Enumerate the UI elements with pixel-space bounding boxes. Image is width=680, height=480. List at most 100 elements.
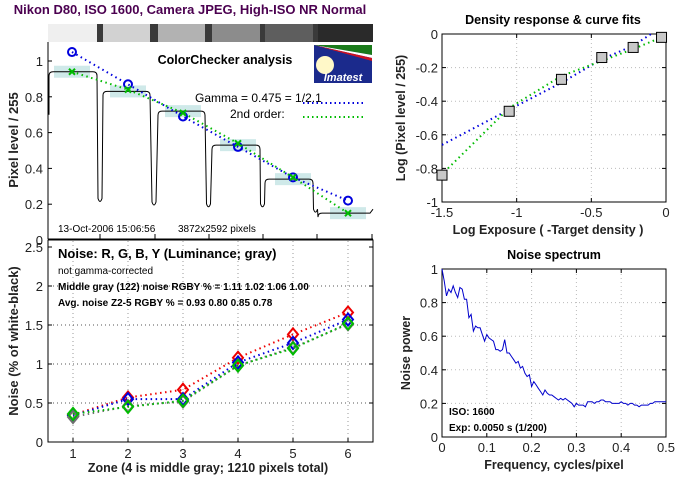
data-point-square — [596, 52, 608, 64]
y-tick-label: 1 — [431, 262, 438, 277]
noise-point-G — [66, 406, 80, 422]
ticks: 0 0.2 0.4 0.6 0.8 1 0 0.1 0.2 0.3 0.4 0.5 — [420, 262, 675, 455]
data-point-x — [344, 209, 352, 217]
x-tick-label: -1 — [511, 205, 523, 220]
x-tick-label: -1.5 — [431, 205, 453, 220]
y-tick-label: 0 — [36, 435, 43, 450]
x-tick-label: 2 — [124, 446, 131, 461]
patch-highlights — [54, 65, 366, 220]
chart-title: ColorChecker analysis — [158, 53, 293, 67]
x-tick-label: 4 — [234, 446, 241, 461]
y-axis-label: Noise power — [399, 316, 413, 390]
y-tick-label: 0.2 — [420, 396, 438, 411]
pixel-trace — [48, 71, 374, 218]
data-point-square — [555, 73, 567, 85]
x-tick-label: -0.5 — [580, 205, 602, 220]
y-axis-label: Noise (% of white-black) — [6, 266, 21, 416]
logo-circle — [316, 56, 334, 74]
middle-gray-annotation: Middle gray (122) noise RGBY % = 1.11 1.… — [58, 282, 309, 293]
noise-point-G — [121, 399, 135, 415]
data-point-square — [503, 105, 515, 117]
grid — [443, 270, 665, 436]
y-tick-label: 0.6 — [420, 329, 438, 344]
chart-title: Density response & curve fits — [465, 13, 641, 27]
gray-patch — [318, 24, 373, 42]
gray-patch — [265, 24, 313, 42]
y-tick-label: 0.8 — [25, 90, 43, 105]
chart-title: Noise: R, G, B, Y (Luminance; gray) — [58, 246, 276, 261]
ticks: 0 0.5 1 1.5 2 2.5 1 2 3 4 5 6 — [25, 240, 373, 461]
chart-title: Noise spectrum — [507, 248, 601, 262]
y-tick-label: 0 — [36, 233, 43, 248]
noise-point-G — [286, 340, 300, 356]
data-point-square — [656, 31, 668, 43]
y-tick-label: -1 — [426, 195, 438, 210]
noise-line-R — [72, 311, 349, 416]
x-tick-label: 0.5 — [657, 440, 675, 455]
y-tick-label: 0.2 — [25, 197, 43, 212]
gray-patch — [158, 24, 205, 42]
data-point-square — [436, 169, 448, 181]
x-tick-label: 0.2 — [523, 440, 541, 455]
logo-text: Imatest — [324, 72, 364, 84]
gray-patch — [212, 24, 260, 42]
series-group — [66, 304, 355, 425]
y-tick-label: 1 — [36, 357, 43, 372]
gamma-label: Gamma = 0.475 = 1/2.1 — [195, 91, 322, 105]
density-chart: -1-0.8-0.6-0.4-0.20-1.5 -1 -0.5 0 Density r… — [394, 13, 670, 237]
noise-point-B — [341, 311, 355, 328]
noise-line-G — [72, 322, 349, 415]
logo-red-stripe — [314, 45, 372, 61]
data-point-x — [234, 139, 242, 148]
x-tick-label: 0 — [438, 440, 445, 455]
exposure-annotation: Exp: 0.0050 s (1/200) — [449, 423, 547, 434]
x-tick-label: 0.4 — [612, 440, 630, 455]
y-tick-label: 0.4 — [420, 363, 438, 378]
data-point-x — [68, 68, 76, 76]
grid — [443, 35, 665, 201]
data-point-x — [179, 109, 187, 117]
noise-chart: 0 0.5 1 1.5 2 2.5 1 2 3 4 5 6 Noise: R, G, B, Y (Lu… — [6, 239, 374, 475]
y-ticks: 0 0.2 0.4 0.6 0.8 1 — [25, 54, 52, 248]
noise-point-R — [231, 350, 245, 366]
x-tick-label: 6 — [344, 446, 351, 461]
x-axis-label: Log Exposure ( -Target density ) — [453, 223, 644, 237]
resolution-label: 3872x2592 pixels — [178, 224, 256, 235]
timestamp-label: 13-Oct-2006 15:06:56 — [58, 224, 156, 235]
y-tick-label: 1.5 — [25, 318, 43, 333]
gray-patch-strip — [48, 24, 373, 42]
x-tick-label: 5 — [289, 446, 296, 461]
y-tick-label: 2 — [36, 279, 43, 294]
noise-line-B — [72, 318, 349, 417]
chart-subtitle: not gamma-corrected — [58, 266, 153, 277]
plot-frame — [441, 268, 667, 438]
spectrum-chart: 0 0.2 0.4 0.6 0.8 1 0 0.1 0.2 0.3 0.4 0.5 Noise spe… — [399, 248, 675, 472]
plot-frame — [441, 33, 667, 203]
noise-point-G — [341, 315, 355, 332]
y-tick-label: -0.2 — [416, 61, 438, 76]
y-tick-label: 0.8 — [420, 296, 438, 311]
data-point-square — [627, 41, 639, 53]
data-point-circle — [288, 172, 298, 183]
y-tick-label: 0.5 — [25, 396, 43, 411]
series-group — [67, 47, 353, 217]
plot-frame — [47, 239, 374, 443]
noise-point-B — [286, 335, 300, 351]
x-ticks — [99, 234, 373, 239]
y-tick-label: 1 — [36, 54, 43, 69]
avg-noise-annotation: Avg. noise Z2-5 RGBY % = 0.93 0.80 0.85 … — [58, 298, 273, 309]
second-order-label: 2nd order: — [230, 107, 285, 121]
y-tick-label: -0.4 — [416, 94, 438, 109]
data-point-circle — [67, 47, 77, 58]
data-point-circle — [343, 195, 353, 206]
y-tick-label: 0 — [431, 27, 438, 42]
y-axis-label: Log (Pixel level / 255) — [394, 55, 408, 181]
x-tick-label: 0.1 — [478, 440, 496, 455]
y-axis-label: Pixel level / 255 — [6, 92, 21, 187]
colorchecker-chart: 0 0.2 0.4 0.6 0.8 1 ColorChecker analysis Pix… — [6, 24, 374, 248]
x-tick-label: 3 — [179, 446, 186, 461]
noise-point-G — [176, 393, 190, 409]
noise-point-B — [121, 391, 135, 407]
main-title: Nikon D80, ISO 1600, Camera JPEG, High-I… — [13, 2, 367, 17]
